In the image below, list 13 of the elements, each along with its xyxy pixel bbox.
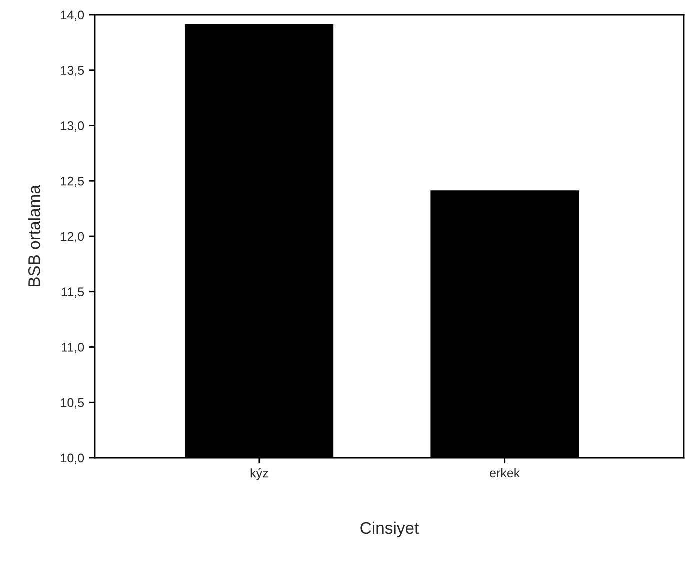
x-axis-title: Cinsiyet xyxy=(360,522,420,538)
y-tick-label: 13,0 xyxy=(61,122,84,132)
y-tick-label: 14,0 xyxy=(61,10,84,22)
y-tick-label: 12,5 xyxy=(61,176,84,188)
y-tick-label: 10,5 xyxy=(61,398,84,409)
y-tick-label: 11,0 xyxy=(62,343,84,354)
x-tick-label: erkek xyxy=(490,468,520,478)
y-tick-label: 10,0 xyxy=(61,454,84,464)
y-tick-label: 13,5 xyxy=(61,66,84,77)
y-axis-title: BSB ortalama xyxy=(28,185,40,287)
y-tick-label: 11,5 xyxy=(62,288,84,298)
y-tick-label: 12,0 xyxy=(61,232,84,243)
x-tick-label: kýz xyxy=(250,468,268,480)
